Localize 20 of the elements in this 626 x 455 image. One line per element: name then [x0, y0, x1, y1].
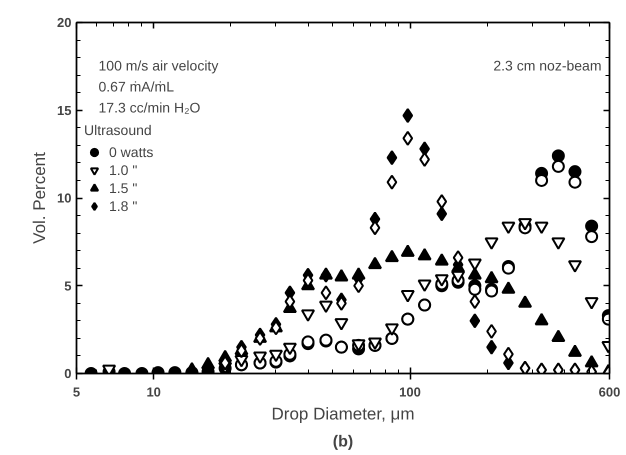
x-tick-label: 100 — [399, 384, 421, 400]
text: (b) — [332, 434, 354, 450]
y-tick-label: 20 — [57, 15, 72, 30]
y-tick-label: 10 — [57, 190, 72, 206]
annotation: 100 m/s air velocity — [98, 58, 218, 74]
y-axis-title: Vol. Percent — [30, 152, 50, 244]
legend-label: 1.5 " — [109, 179, 138, 197]
annotation: 2.3 cm noz-beam — [493, 58, 602, 74]
legend-label: 0 watts — [109, 143, 154, 161]
x-axis-title: Drop Diameter, μm — [272, 404, 414, 424]
x-tick-label: 600 — [598, 384, 620, 400]
y-tick-label: 5 — [64, 278, 72, 294]
x-tick-label: 10 — [146, 384, 161, 400]
annotation: 0.67 ṁA/ṁL — [98, 78, 174, 94]
legend-label: 1.0 " — [109, 161, 138, 179]
annotation: 17.3 cc/min H₂O — [98, 100, 201, 116]
legend-title: Ultrasound — [84, 122, 153, 138]
y-tick-label: 15 — [57, 102, 72, 118]
y-tick-label: 0 — [64, 366, 72, 381]
legend-label: 1.8 " — [109, 197, 138, 215]
